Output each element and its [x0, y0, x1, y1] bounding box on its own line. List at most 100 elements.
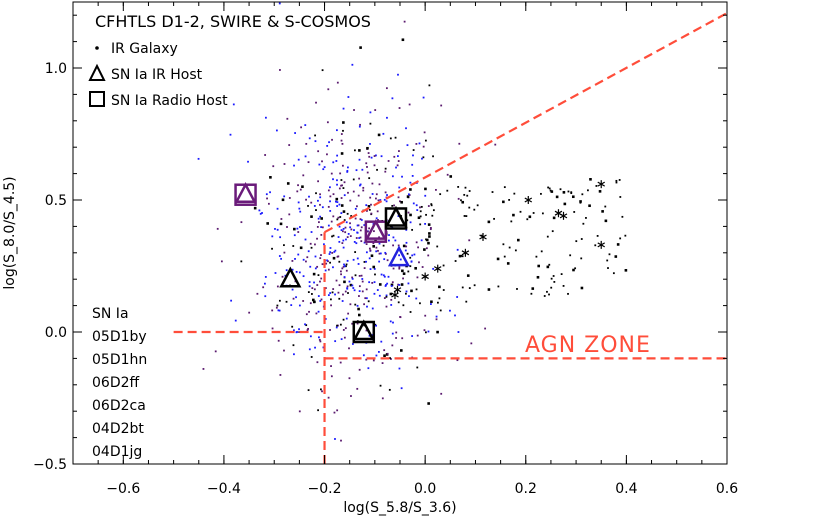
ir-galaxy-point — [342, 210, 346, 213]
ir-galaxy-point — [377, 351, 380, 353]
ir-galaxy-point — [338, 203, 341, 206]
ir-galaxy-point — [359, 229, 362, 232]
ir-galaxy-point — [546, 235, 549, 238]
ir-galaxy-point — [320, 277, 323, 280]
ir-galaxy-point — [313, 281, 315, 284]
ir-galaxy-point — [338, 284, 341, 287]
ir-galaxy-point — [278, 255, 281, 257]
ir-galaxy-point — [370, 254, 374, 258]
ir-galaxy-point — [317, 217, 320, 220]
ir-galaxy-point — [331, 235, 333, 238]
ir-galaxy-point — [341, 164, 344, 167]
ir-galaxy-point — [419, 215, 422, 218]
ir-galaxy-point — [216, 227, 219, 230]
ir-galaxy-point — [397, 244, 400, 247]
ir-galaxy-point — [360, 226, 363, 229]
ir-galaxy-point — [388, 234, 390, 236]
ir-galaxy-point — [353, 229, 355, 231]
ir-galaxy-point — [430, 203, 433, 206]
ir-galaxy-point — [389, 357, 391, 359]
ir-galaxy-point — [384, 191, 387, 194]
ir-galaxy-point — [305, 313, 308, 316]
ir-galaxy-point — [307, 205, 309, 207]
ir-galaxy-point — [604, 205, 607, 208]
ir-galaxy-point — [359, 123, 361, 126]
ir-galaxy-point — [614, 255, 618, 258]
ir-galaxy-point — [326, 144, 329, 147]
ir-galaxy-point — [401, 269, 404, 273]
ir-galaxy-point — [324, 287, 327, 289]
ir-galaxy-point — [550, 286, 553, 289]
ir-galaxy-point — [293, 234, 296, 237]
ir-galaxy-point — [397, 215, 400, 217]
ir-galaxy-point — [405, 127, 407, 130]
ir-galaxy-point — [377, 219, 379, 221]
ir-galaxy-point — [342, 265, 345, 268]
ir-galaxy-point — [302, 300, 305, 302]
ir-galaxy-point — [338, 225, 341, 228]
ir-galaxy-point — [389, 292, 393, 296]
ir-galaxy-point — [304, 323, 306, 326]
ir-galaxy-point — [317, 180, 319, 183]
ir-galaxy-point — [432, 155, 434, 158]
ir-galaxy-point — [365, 260, 367, 263]
ir-galaxy-point — [281, 198, 285, 202]
ir-galaxy-point — [290, 304, 293, 307]
ir-galaxy-point — [572, 268, 575, 272]
ir-galaxy-point — [343, 194, 346, 197]
ir-galaxy-point — [354, 274, 357, 277]
ir-galaxy-point — [540, 192, 542, 195]
ir-galaxy-point — [369, 143, 371, 145]
ir-galaxy-point — [330, 375, 333, 378]
ir-galaxy-point — [319, 340, 322, 343]
ir-galaxy-point — [379, 199, 382, 201]
star-point — [597, 240, 606, 249]
ir-galaxy-point — [423, 248, 426, 251]
ir-galaxy-point — [405, 245, 408, 248]
ir-galaxy-point — [302, 258, 305, 261]
ir-galaxy-point — [359, 184, 361, 187]
ir-galaxy-point — [370, 156, 373, 159]
sn-radio-host-marker — [234, 183, 257, 206]
ir-galaxy-point — [325, 262, 328, 265]
ir-galaxy-point — [288, 213, 291, 216]
ir-galaxy-point — [439, 193, 442, 196]
ir-galaxy-point — [519, 210, 522, 213]
ir-galaxy-point — [332, 256, 336, 260]
ir-galaxy-point — [476, 204, 479, 207]
ir-galaxy-point — [376, 289, 379, 291]
ir-galaxy-point — [350, 215, 353, 217]
ir-galaxy-point — [337, 291, 340, 294]
ir-galaxy-point — [384, 252, 387, 255]
ir-galaxy-point — [321, 206, 324, 209]
ir-galaxy-point — [336, 255, 339, 258]
ir-galaxy-point — [354, 251, 357, 253]
ir-galaxy-point — [435, 188, 437, 191]
ir-galaxy-point — [318, 338, 321, 341]
ir-galaxy-point — [296, 190, 299, 193]
ir-galaxy-point — [464, 186, 467, 189]
ir-galaxy-point — [361, 280, 364, 283]
ir-galaxy-point — [309, 302, 312, 305]
ir-galaxy-point — [363, 241, 366, 244]
ir-galaxy-point — [283, 163, 286, 165]
ir-galaxy-point — [394, 239, 397, 242]
ir-galaxy-point — [336, 324, 338, 327]
ir-galaxy-point — [345, 238, 347, 241]
ir-galaxy-point — [363, 303, 366, 306]
ir-galaxy-point — [431, 214, 434, 217]
sn-radio-host-marker — [384, 207, 408, 230]
ir-galaxy-point — [399, 316, 402, 319]
ir-galaxy-point — [354, 217, 357, 220]
ir-galaxy-point — [579, 200, 582, 203]
ir-galaxy-point — [354, 149, 356, 152]
ir-galaxy-point — [359, 236, 362, 239]
ir-galaxy-point — [330, 365, 332, 367]
ir-galaxy-point — [517, 238, 520, 242]
ir-galaxy-point — [468, 287, 471, 289]
ir-galaxy-point — [570, 191, 573, 194]
ir-galaxy-point — [336, 154, 339, 157]
ir-galaxy-point — [414, 266, 417, 270]
ir-galaxy-point — [331, 291, 334, 294]
ir-galaxy-point — [332, 193, 335, 196]
